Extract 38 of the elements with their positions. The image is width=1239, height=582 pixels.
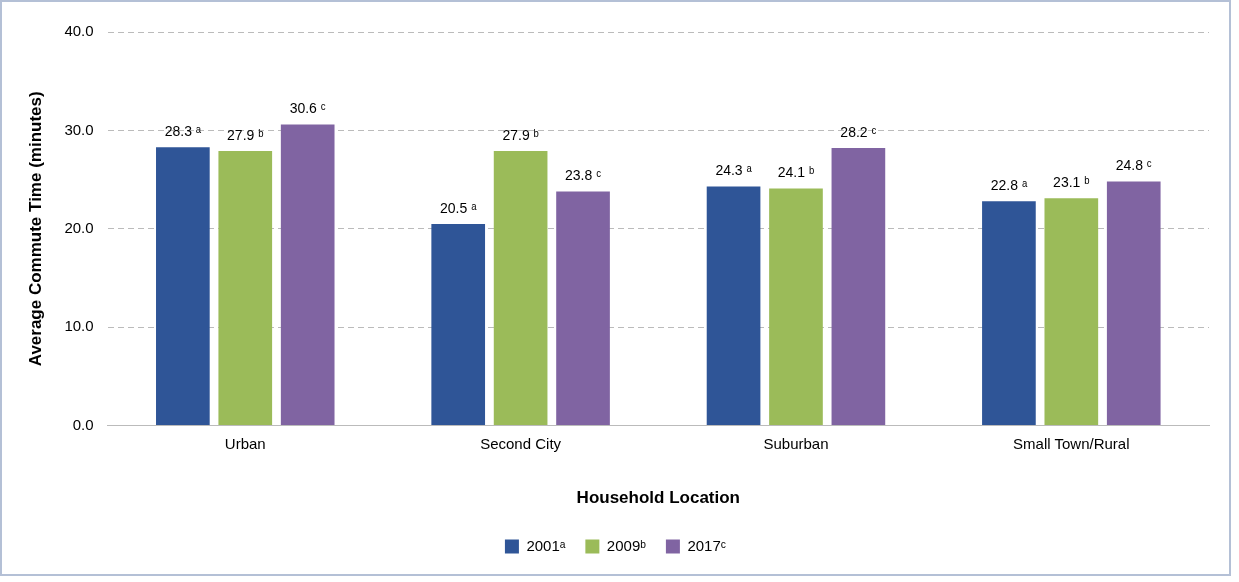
bar [280, 124, 335, 426]
data-label: 23.8 ᶜ [564, 167, 602, 184]
data-label: 27.9 ᵇ [227, 126, 264, 143]
legend-label: 2017ᶜ [687, 536, 727, 554]
bar [156, 147, 210, 426]
y-tick-label: 0.0 [72, 415, 94, 433]
bar [831, 148, 886, 426]
bar [431, 223, 486, 426]
bar [1106, 181, 1161, 426]
bar [1044, 198, 1099, 426]
data-label: 20.5 ᵃ [440, 199, 478, 216]
data-label: 24.1 ᵇ [777, 164, 815, 181]
bar [982, 201, 1036, 426]
data-label: 28.3 ᵃ [164, 122, 202, 139]
legend-label: 2009ᵇ [606, 536, 647, 554]
y-tick-label: 10.0 [64, 317, 94, 335]
y-tick-label: 20.0 [64, 218, 94, 236]
bar [706, 186, 761, 426]
x-tick-label: Second City [480, 434, 562, 452]
y-tick-label: 30.0 [64, 120, 94, 138]
bar [218, 151, 273, 426]
x-tick-label: Small Town/Rural [1013, 434, 1130, 452]
data-label: 30.6 ᶜ [289, 100, 326, 117]
data-label: 28.2 ᶜ [840, 123, 877, 140]
data-label: 27.9 ᵇ [502, 126, 539, 143]
bar [769, 188, 823, 426]
bar [493, 151, 548, 426]
x-axis-title: Household Location [576, 488, 740, 508]
bar [556, 191, 610, 426]
data-label: 23.1 ᵇ [1053, 174, 1090, 191]
y-axis-title: Average Commute Time (minutes) [25, 91, 45, 367]
data-label: 24.8 ᶜ [1115, 157, 1152, 174]
y-tick-label: 40.0 [64, 22, 94, 40]
data-label: 22.8 ᵃ [990, 177, 1028, 194]
legend-label: 2001ᵃ [526, 536, 566, 554]
x-tick-label: Urban [224, 434, 266, 452]
data-label: 24.3 ᵃ [715, 162, 753, 179]
x-tick-label: Suburban [763, 434, 829, 452]
